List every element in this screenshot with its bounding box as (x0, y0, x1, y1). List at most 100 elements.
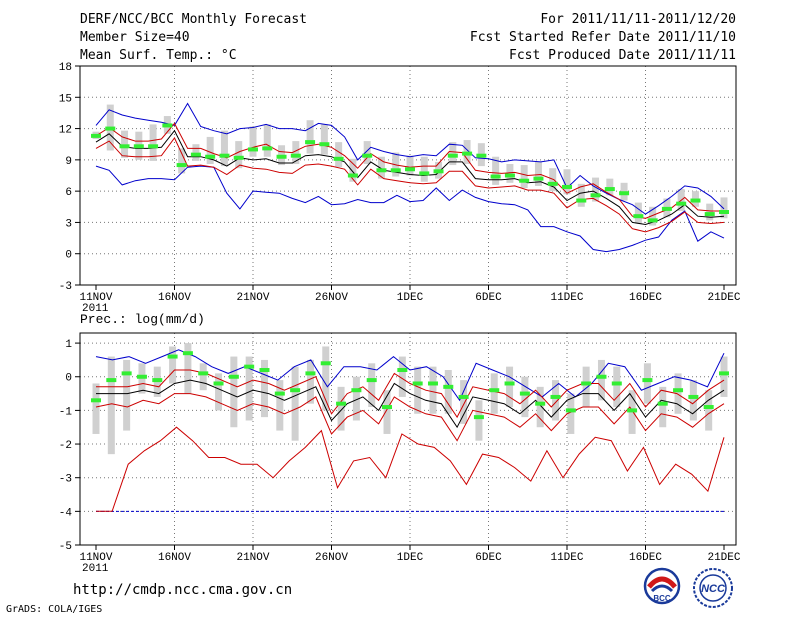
temp-upper-line (95, 122, 724, 219)
prec-median-marker (121, 371, 132, 376)
temp-median-marker (519, 178, 530, 183)
prec-ensemble-box (184, 343, 192, 394)
prec-median-marker (412, 381, 423, 386)
temp-median-marker (91, 133, 101, 138)
prec-median-marker (673, 388, 684, 393)
grads-credit: GrADS: COLA/IGES (6, 604, 103, 615)
temp-median-marker (233, 155, 244, 160)
prec-x-tick-label: 11DEC (550, 552, 583, 564)
temp-ensemble-box (563, 169, 571, 195)
temp-ensemble-box (534, 161, 542, 186)
prec-y-tick-label: 1 (65, 339, 72, 351)
prec-x-year-label: 2011 (82, 563, 109, 575)
temp-median-marker (248, 147, 258, 152)
prec-ensemble-box (337, 386, 345, 431)
temp-y-tick-label: 6 (65, 187, 72, 199)
prec-median-marker (320, 361, 331, 366)
temp-median-marker (676, 201, 687, 206)
prec-ensemble-box (368, 363, 376, 408)
prec-median-marker (274, 391, 285, 396)
prec-median-marker (657, 401, 668, 406)
prec-ensemble-box (705, 390, 713, 431)
temp-ensemble-box (292, 141, 300, 165)
prec-ensemble-box (322, 346, 330, 411)
temp-median-marker (333, 156, 344, 161)
prec-ensemble-box (383, 390, 391, 434)
prec-ensemble-box (506, 366, 514, 408)
prec-median-marker (152, 378, 163, 383)
prec-ensemble-box (230, 356, 238, 428)
temp-x-year-label: 2011 (82, 303, 109, 315)
temp-ensemble-box (634, 202, 642, 224)
temp-median-marker (462, 151, 473, 156)
prec-median-marker (336, 401, 347, 406)
prec-panel-title: Prec.: log(mm/d) (80, 312, 205, 327)
temp-x-tick-label: 21DEC (707, 292, 740, 304)
prec-ensemble-box (92, 383, 100, 434)
ncc-logo: NCC (693, 568, 733, 608)
bcc-logo: BCC (643, 567, 681, 605)
temp-ensemble-box (363, 141, 371, 165)
temp-x-tick-label: 6DEC (475, 292, 502, 304)
prec-plot-frame (79, 332, 737, 546)
prec-y-tick-label: -2 (59, 440, 72, 452)
prec-median-marker (182, 351, 193, 356)
prec-ensemble-box (460, 380, 468, 424)
prec-x-tick-label: 1DEC (397, 552, 424, 564)
prec-ensemble-box (552, 380, 560, 421)
prec-median-marker (290, 388, 301, 393)
temp-median-marker (647, 218, 658, 223)
temp-ensemble-box (449, 142, 457, 166)
temp-median-marker (347, 173, 358, 178)
temp-ensemble-box (306, 120, 314, 154)
prec-x-tick-label: 26NOV (315, 552, 348, 564)
temp-median-marker (105, 126, 116, 131)
temp-x-tick-label: 16NOV (158, 292, 191, 304)
prec-median-marker (581, 381, 592, 386)
prec-median-marker (228, 374, 239, 379)
temp-median-marker (219, 153, 230, 158)
prec-ensemble-box (291, 366, 299, 441)
temp-median-marker (148, 144, 159, 149)
temp-median-marker (604, 187, 615, 192)
temp-median-marker (562, 184, 572, 189)
forecast-period: For 2011/11/11-2011/12/20 (540, 12, 736, 27)
temp-ensemble-box (492, 156, 500, 185)
prec-ensemble-box (582, 366, 590, 408)
prec-ensemble-box (398, 356, 406, 397)
temp-ensemble-box (406, 155, 414, 176)
temp-ensemble-box (249, 126, 257, 157)
prec-ensemble-box (643, 363, 651, 404)
temp-median-marker (262, 146, 273, 151)
source-url[interactable]: http://cmdp.ncc.cma.gov.cn (73, 582, 293, 598)
prec-median-marker (550, 394, 561, 399)
temp-median-marker (447, 153, 458, 158)
prec-median-marker (458, 394, 469, 399)
prec-ensemble-box (490, 373, 498, 414)
prec-median-marker (91, 398, 101, 403)
temp-y-tick-label: 0 (65, 250, 72, 262)
temp-x-tick-label: 21NOV (236, 292, 269, 304)
ncc-logo-text: NCC (701, 583, 726, 595)
prec-median-marker (596, 374, 607, 379)
temp-ensemble-box (263, 124, 271, 157)
prec-median-marker (519, 391, 530, 396)
prec-ensemble-box (444, 370, 452, 414)
prec-median-marker (382, 405, 393, 410)
prec-y-tick-label: -5 (59, 541, 72, 553)
temp-median-marker (433, 169, 444, 174)
prec-y-tick-label: 0 (65, 373, 72, 385)
temp-median-marker (490, 174, 501, 179)
temp-median-marker (690, 198, 701, 203)
prec-ensemble-box (689, 380, 697, 421)
temp-ensemble-box (606, 178, 614, 196)
prec-panel: 1 0 -1 -2 -3 -4 -5 11NOV 16NOV 21NOV 26NOV 1DEC 6DEC… (59, 312, 741, 575)
chart-title: DERF/NCC/BCC Monthly Forecast (80, 12, 307, 27)
temp-ensemble-box (206, 136, 214, 165)
prec-ensemble-box (521, 376, 529, 418)
temp-median-marker (533, 176, 544, 181)
prec-ensemble-box (536, 386, 544, 428)
prec-median-marker (106, 378, 117, 383)
prec-ensemble-box (414, 366, 422, 414)
